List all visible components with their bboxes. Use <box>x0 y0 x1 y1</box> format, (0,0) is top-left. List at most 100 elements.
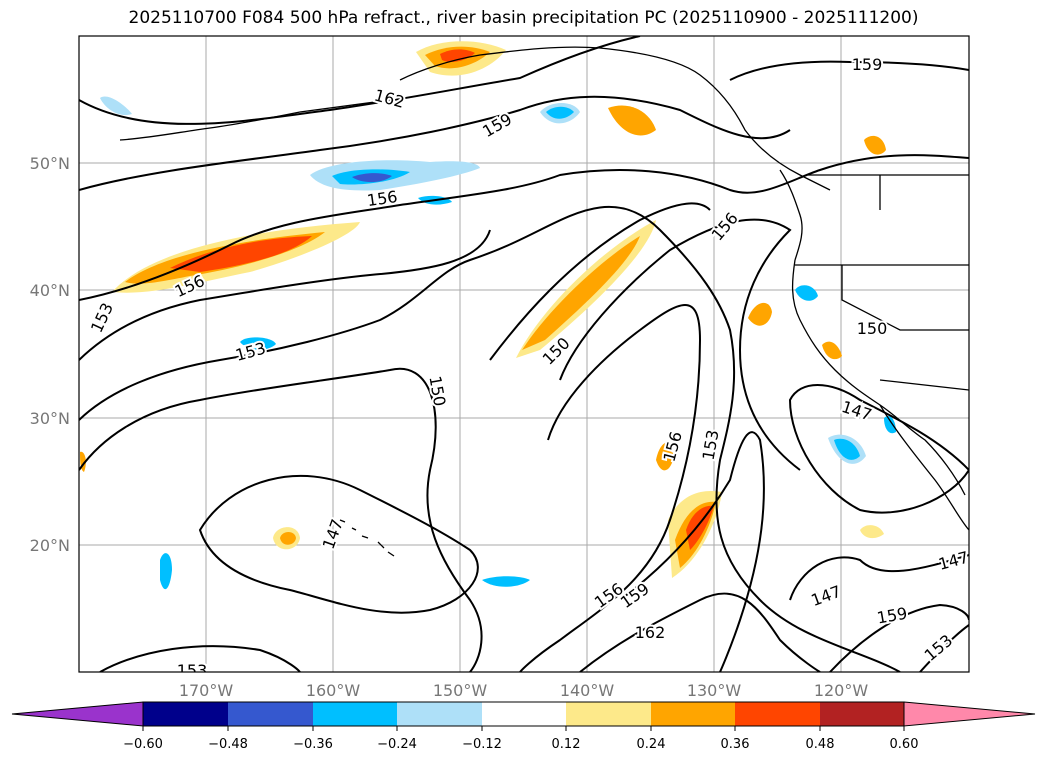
contour-153-mid <box>79 206 901 672</box>
contour-label: 159 <box>617 579 653 612</box>
positive-peak-north-pacific <box>170 236 312 272</box>
contour-150-west <box>79 367 483 672</box>
contour-label: 156 <box>708 209 742 245</box>
contour-label: 150 <box>425 374 449 407</box>
baja-coast <box>879 404 969 531</box>
colorbar: −0.60 −0.48 −0.36 −0.24 −0.12 0.12 0.24 … <box>11 701 1036 752</box>
colorbar-frame <box>142 701 905 727</box>
contour-label: 150 <box>857 319 888 338</box>
contour-150-east <box>559 218 801 471</box>
lon-label: 150°W <box>433 681 488 700</box>
contour-147-inner <box>198 474 479 614</box>
contour-159-ne <box>729 60 969 81</box>
colorbar-segment <box>820 702 904 726</box>
contour-159-north <box>79 95 791 191</box>
alaska-coast <box>399 46 831 191</box>
contour-159-south <box>619 431 765 672</box>
contour-label: 159 <box>852 55 883 74</box>
positive-cell-3 <box>864 135 886 155</box>
lat-label: 30°N <box>30 409 70 428</box>
positive-core-offshore <box>522 236 640 350</box>
contour-label: 159 <box>479 109 515 141</box>
contour-label: 159 <box>875 604 908 628</box>
colorbar-tick-label: −0.12 <box>462 737 502 752</box>
bc-coast <box>779 169 803 261</box>
colorbar-tick-label: 0.12 <box>552 737 581 752</box>
mexico-border <box>879 379 969 391</box>
positive-california-coast <box>748 302 772 326</box>
contour-label: 162 <box>635 623 666 642</box>
colorbar-segment <box>735 702 820 726</box>
colorbar-segment <box>143 702 228 726</box>
positive-cell-1 <box>656 442 674 471</box>
colorbar-ticks <box>142 726 905 731</box>
negative-cell-4 <box>795 285 818 301</box>
lon-label: 120°W <box>814 681 869 700</box>
colorbar-tick-label: −0.36 <box>293 737 333 752</box>
contour-156-north <box>79 154 969 301</box>
lon-label: 140°W <box>560 681 615 700</box>
positive-cell-5 <box>860 525 884 539</box>
positive-cell-4 <box>822 341 842 360</box>
colorbar-segment <box>397 702 482 726</box>
contour-label: 153 <box>699 428 723 461</box>
lon-label: 170°W <box>179 681 234 700</box>
contour-label: 153 <box>87 300 117 336</box>
negative-cell-6 <box>100 96 132 116</box>
lat-label: 20°N <box>30 536 70 555</box>
negative-peak-central <box>352 173 392 183</box>
colorbar-tick-label: 0.24 <box>637 737 666 752</box>
negative-gulf-core <box>546 106 574 119</box>
contour-156-south <box>519 304 702 672</box>
contour-153-west <box>79 229 491 361</box>
contour-label: 153 <box>177 661 208 680</box>
colorbar-tick-label: 0.60 <box>890 737 919 752</box>
contour-label: 162 <box>372 86 406 112</box>
lat-label: 40°N <box>30 281 70 300</box>
colorbar-tick-label: 0.36 <box>721 737 750 752</box>
colorbar-tick-label: −0.24 <box>377 737 417 752</box>
negative-cell-2 <box>482 576 530 587</box>
negative-cell-3 <box>160 553 172 590</box>
lon-label: 160°W <box>306 681 361 700</box>
positive-gulf <box>608 105 656 136</box>
map-title: 2025110700 F084 500 hPa refract., river … <box>128 8 919 28</box>
contour-label: 147 <box>936 548 970 574</box>
negative-socal-core <box>834 438 860 460</box>
us-border-ca <box>841 265 969 331</box>
contour-label: 147 <box>839 397 874 425</box>
us-west-coast <box>791 259 966 496</box>
colorbar-segment <box>651 702 735 726</box>
contour-156-band <box>489 202 711 361</box>
lon-labels: 170°W 160°W 150°W 140°W 130°W 120°W <box>179 681 869 700</box>
contour-162-north <box>79 36 641 125</box>
contour-147-south <box>789 554 969 601</box>
contour-label: 147 <box>809 582 844 610</box>
contour-label: 156 <box>660 429 686 463</box>
lon-label: 130°W <box>687 681 742 700</box>
negative-cell-7 <box>884 415 896 434</box>
contour-label: 147 <box>319 517 347 552</box>
positive-alaska-peak <box>440 49 475 62</box>
lat-labels: 50°N 40°N 30°N 20°N <box>30 154 70 555</box>
contour-162-south <box>579 592 821 672</box>
contour-label: 153 <box>921 631 957 665</box>
lat-label: 50°N <box>30 154 70 173</box>
contour-labels: 162 159 159 156 156 156 153 153 150 150 … <box>85 53 970 680</box>
contour-153-sw <box>99 645 301 672</box>
negative-cell-1 <box>240 337 276 350</box>
colorbar-tick-label: −0.60 <box>123 737 163 752</box>
contour-153-se <box>919 624 969 672</box>
colorbar-segment <box>482 702 566 726</box>
positive-subtropical-east-peak <box>686 505 714 550</box>
colorbar-segment <box>566 702 651 726</box>
hawaii-islands <box>339 519 395 557</box>
colorbar-segment <box>313 702 397 726</box>
colorbar-extend-low <box>11 701 144 727</box>
contour-label: 153 <box>233 339 267 365</box>
coastlines <box>119 46 969 557</box>
colorbar-segment <box>228 702 313 726</box>
colorbar-tick-label: 0.48 <box>806 737 835 752</box>
contour-159-se <box>829 603 969 672</box>
